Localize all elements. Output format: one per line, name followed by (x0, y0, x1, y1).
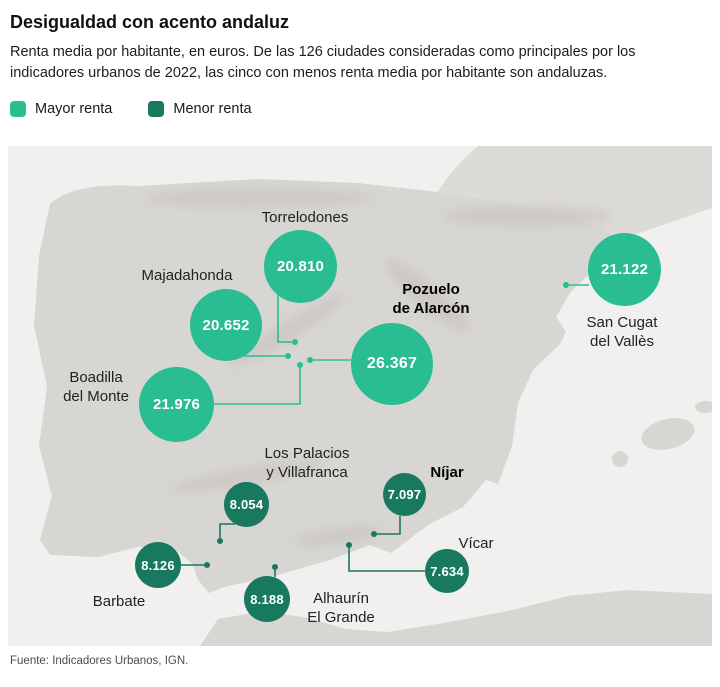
city-label-alhaurin: Alhaurín El Grande (307, 590, 375, 627)
city-bubble-lospalacios: 8.054 (224, 482, 269, 528)
africa-shape (200, 590, 712, 647)
spain-map-svg (34, 146, 712, 647)
leader-lospalacios (219, 523, 235, 539)
source-note: Fuente: Indicadores Urbanos, IGN. (10, 655, 189, 668)
legend-label-menor: Menor renta (173, 101, 252, 118)
city-bubble-alhaurin: 8.188 (244, 576, 290, 623)
spain-bubble-map: Torrelodones Majadahonda Pozuelo de Alar… (8, 146, 712, 647)
location-dot-nijar (371, 531, 377, 538)
location-dot-lospalacios (217, 538, 223, 545)
city-bubble-majadahonda: 20.652 (190, 289, 262, 362)
city-label-pozuelo: Pozuelo de Alarcón (392, 281, 470, 318)
city-label-nijar: Níjar (430, 464, 464, 482)
leader-boadilla (213, 368, 301, 405)
leader-vicar (348, 548, 425, 572)
city-label-barbate: Barbate (92, 593, 146, 611)
france-shape (438, 146, 712, 240)
city-label-boadilla: Boadilla del Monte (63, 369, 129, 406)
legend: Mayor renta Menor renta (10, 101, 710, 118)
legend-item-menor: Menor renta (148, 101, 252, 118)
city-bubble-barbate: 8.126 (135, 542, 181, 589)
leader-torrelodones (277, 294, 292, 343)
location-dot-boadilla (297, 362, 303, 369)
city-label-vicar: Vícar (458, 535, 494, 553)
location-dot-sancugat (563, 282, 569, 289)
location-dot-vicar (346, 542, 352, 549)
leader-lines-svg (181, 282, 589, 578)
legend-swatch-mayor-icon (10, 101, 26, 118)
location-dot-alhaurin (272, 564, 278, 571)
menorca-shape (695, 401, 712, 414)
city-bubble-vicar: 7.634 (425, 549, 469, 594)
mallorca-shape (641, 418, 695, 450)
relief-shading (143, 189, 613, 547)
legend-item-mayor: Mayor renta (10, 101, 113, 118)
legend-label-mayor: Mayor renta (35, 101, 113, 118)
city-label-torrelodones: Torrelodones (261, 209, 349, 227)
legend-swatch-menor-icon (148, 101, 165, 118)
location-dot-pozuelo (307, 357, 313, 364)
leader-nijar (377, 516, 401, 535)
location-dot-torrelodones (292, 339, 298, 346)
infographic-page: Desigualdad con acento andaluz Renta med… (0, 12, 720, 687)
city-bubble-nijar: 7.097 (383, 473, 426, 517)
city-bubble-boadilla: 21.976 (139, 367, 214, 443)
city-bubble-pozuelo: 26.367 (351, 323, 433, 406)
page-title: Desigualdad con acento andaluz (10, 12, 290, 32)
city-label-lospalacios: Los Palacios y Villafranca (264, 445, 350, 482)
ibiza-shape (612, 451, 628, 468)
city-bubble-torrelodones: 20.810 (264, 230, 337, 304)
location-dot-majadahonda (285, 353, 291, 360)
city-label-sancugat: San Cugat del Vallès (586, 314, 658, 351)
location-dot-barbate (204, 562, 210, 569)
city-label-majadahonda: Majadahonda (141, 267, 233, 285)
subtitle: Renta media por habitante, en euros. De … (10, 44, 636, 82)
city-bubble-sancugat: 21.122 (588, 233, 661, 307)
